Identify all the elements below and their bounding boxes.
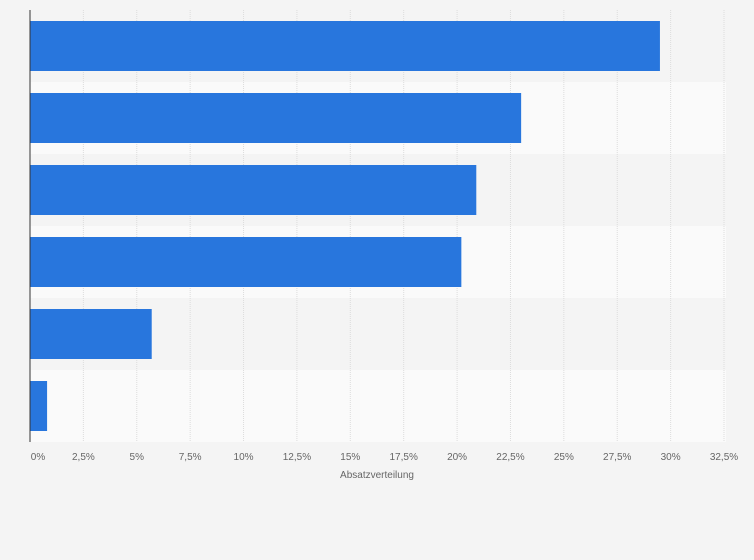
x-tick-label: 30% xyxy=(661,452,681,463)
x-tick-label: 15% xyxy=(340,452,360,463)
bar xyxy=(30,381,48,431)
x-tick-label: 5% xyxy=(130,452,145,463)
gridlines xyxy=(82,10,725,442)
x-tick-label: 22,5% xyxy=(496,452,524,463)
x-tick-label: 0% xyxy=(31,452,46,463)
x-tick-label: 7,5% xyxy=(179,452,202,463)
x-tick-label: 20% xyxy=(447,452,467,463)
bars xyxy=(30,21,660,431)
bar xyxy=(30,309,152,359)
x-tick-label: 10% xyxy=(234,452,254,463)
x-tick-label: 2,5% xyxy=(72,452,95,463)
bar xyxy=(30,165,477,215)
bar xyxy=(30,93,522,143)
x-tick-labels: 0% 2,5% 5% 7,5% 10% 12,5% 15% 17,5% 20% 22,5% 25% 2… xyxy=(31,452,739,463)
x-tick-label: 32,5% xyxy=(710,452,738,463)
bar xyxy=(30,21,660,71)
x-tick-label: 17,5% xyxy=(390,452,418,463)
bar xyxy=(30,237,462,287)
row-bands xyxy=(30,10,726,442)
x-tick-label: 27,5% xyxy=(603,452,631,463)
row-band xyxy=(30,370,726,442)
x-tick-label: 12,5% xyxy=(283,452,311,463)
x-tick-label: 25% xyxy=(554,452,574,463)
x-axis-title: Absatzverteilung xyxy=(340,470,414,481)
